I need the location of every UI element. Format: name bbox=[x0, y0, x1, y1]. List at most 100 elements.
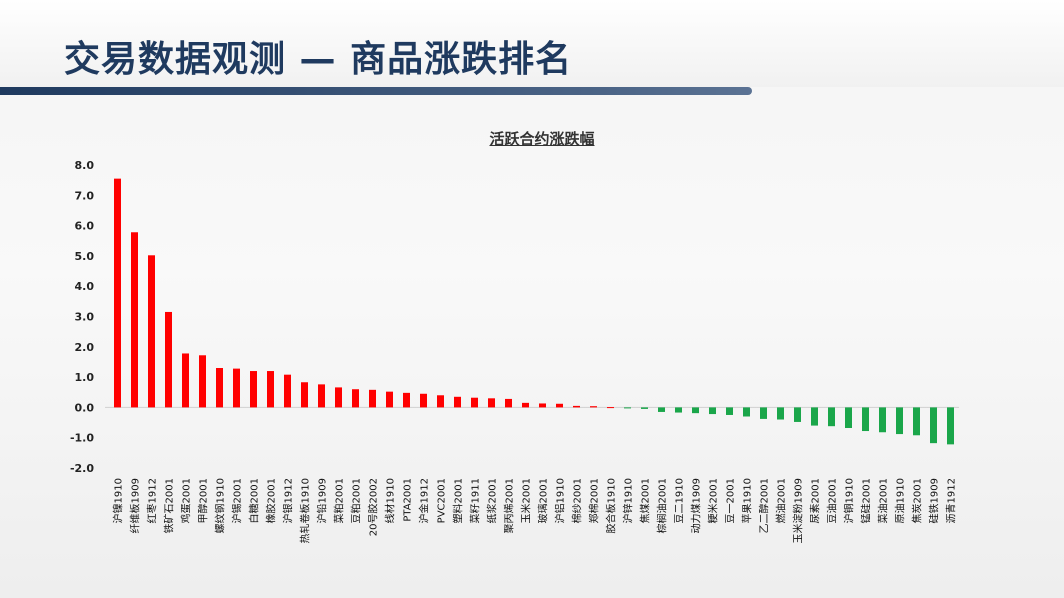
bar bbox=[284, 374, 291, 408]
category-label: 菜油2001 bbox=[877, 478, 890, 523]
category-label: 菜籽1911 bbox=[470, 478, 482, 523]
category-label: 锰硅2001 bbox=[860, 478, 873, 523]
bar bbox=[233, 368, 240, 408]
bar bbox=[777, 407, 784, 420]
y-tick-label: -1.0 bbox=[70, 432, 94, 445]
y-tick-label: 4.0 bbox=[75, 280, 95, 293]
category-label: 燃油2001 bbox=[775, 478, 788, 523]
bar bbox=[913, 407, 920, 436]
bar bbox=[590, 406, 597, 408]
category-label: 沪金1912 bbox=[418, 478, 431, 523]
category-label: 纤维板1909 bbox=[129, 478, 142, 533]
bar bbox=[369, 389, 376, 408]
y-tick-label: 0.0 bbox=[75, 401, 95, 414]
category-label: 红枣1912 bbox=[146, 478, 159, 523]
y-tick-label: 3.0 bbox=[75, 311, 95, 324]
bar bbox=[386, 391, 393, 408]
bar bbox=[335, 387, 342, 408]
bar bbox=[947, 407, 954, 445]
category-label: 豆一2001 bbox=[725, 478, 737, 523]
category-label: 沪锌1910 bbox=[622, 478, 635, 523]
bar bbox=[845, 407, 852, 429]
category-label: 乙二醇2001 bbox=[758, 478, 771, 533]
category-label: PVC2001 bbox=[437, 478, 448, 523]
category-label: 尿素2001 bbox=[809, 478, 822, 523]
category-label: 玉米淀粉1909 bbox=[792, 478, 805, 543]
bar bbox=[488, 398, 495, 408]
bar bbox=[573, 405, 580, 408]
category-label: 胶合板1910 bbox=[605, 478, 618, 533]
bar bbox=[505, 398, 512, 408]
bar bbox=[318, 384, 325, 408]
y-tick-label: 2.0 bbox=[75, 341, 95, 354]
bar bbox=[352, 389, 359, 408]
category-label: 热轧卷板1910 bbox=[299, 478, 312, 543]
bar bbox=[522, 402, 529, 408]
bar bbox=[726, 407, 733, 415]
bar bbox=[250, 371, 257, 408]
bar bbox=[794, 407, 801, 422]
bar bbox=[437, 395, 444, 408]
bar bbox=[539, 403, 546, 408]
bar bbox=[692, 407, 699, 414]
y-tick-label: 1.0 bbox=[75, 371, 95, 384]
category-label: 线材1910 bbox=[384, 478, 397, 523]
category-label: 沪镍1910 bbox=[112, 478, 125, 523]
bar bbox=[709, 407, 716, 415]
bars-group bbox=[114, 178, 954, 445]
bar bbox=[267, 371, 274, 408]
category-label: 沪锡2001 bbox=[231, 478, 244, 523]
bar bbox=[607, 407, 614, 409]
bar bbox=[199, 355, 206, 408]
category-label: 苹果1910 bbox=[741, 478, 754, 523]
bar bbox=[743, 407, 750, 417]
category-label: 沪铝1910 bbox=[554, 478, 567, 523]
bar bbox=[165, 311, 172, 408]
category-label: 硅铁1909 bbox=[928, 478, 941, 523]
y-tick-label: 7.0 bbox=[75, 189, 95, 202]
category-label: 橡胶2001 bbox=[265, 478, 278, 523]
y-axis: 8.0 7.0 6.0 5.0 4.0 3.0 2.0 1.0 0.0 -1.0 -2.0 bbox=[70, 159, 959, 475]
category-label: 螺纹钢1910 bbox=[214, 478, 227, 533]
bar bbox=[828, 407, 835, 427]
bar bbox=[862, 407, 869, 432]
category-labels: 沪镍1910 纤维板1909 红枣1912 铁矿石2001 鸡蛋2001 甲醇2001 螺纹… bbox=[112, 478, 958, 543]
bar bbox=[658, 407, 665, 412]
chart-title: 活跃合约涨跌幅 bbox=[489, 130, 595, 148]
category-label: 豆粕2001 bbox=[350, 478, 363, 523]
category-label: 粳米2001 bbox=[707, 478, 720, 523]
page-title: 交易数据观测 — 商品涨跌排名 bbox=[64, 39, 573, 80]
bar bbox=[760, 407, 767, 419]
bar bbox=[930, 407, 937, 444]
bar bbox=[420, 393, 427, 408]
category-label: 聚丙烯2001 bbox=[503, 478, 516, 533]
y-tick-label: 8.0 bbox=[75, 159, 95, 172]
category-label: 沪铜1910 bbox=[843, 478, 856, 523]
bar bbox=[879, 407, 886, 433]
category-label: 菜粕2001 bbox=[333, 478, 346, 523]
bar bbox=[148, 255, 155, 408]
category-label: 棕榈油2001 bbox=[656, 478, 669, 533]
category-label: 沪银1912 bbox=[282, 478, 295, 523]
y-tick-label: 5.0 bbox=[75, 250, 95, 263]
header-background bbox=[0, 0, 1064, 87]
bar bbox=[403, 392, 410, 408]
bar bbox=[896, 407, 903, 435]
category-label: 玉米2001 bbox=[520, 478, 533, 523]
title-underline-bar bbox=[0, 87, 752, 95]
category-label: 白糖2001 bbox=[248, 478, 261, 523]
bar bbox=[131, 232, 138, 408]
y-tick-label: -2.0 bbox=[70, 462, 94, 475]
category-label: 铁矿石2001 bbox=[163, 478, 176, 533]
bar bbox=[114, 178, 121, 408]
bar bbox=[641, 407, 648, 409]
category-label: 纸浆2001 bbox=[486, 478, 499, 523]
category-label: 焦炭2001 bbox=[911, 478, 924, 523]
category-label: 甲醇2001 bbox=[197, 478, 210, 523]
category-label: 鸡蛋2001 bbox=[180, 478, 193, 523]
bar bbox=[556, 403, 563, 408]
category-label: 原油1910 bbox=[894, 478, 907, 523]
category-label: 豆油2001 bbox=[826, 478, 839, 523]
bar bbox=[216, 368, 223, 408]
